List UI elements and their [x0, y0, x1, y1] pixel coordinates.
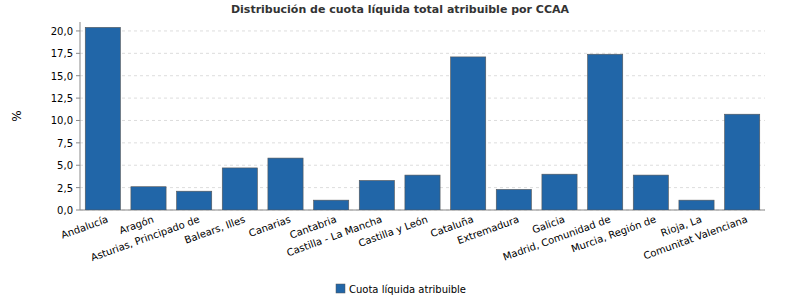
tick [76, 165, 80, 166]
tick-label: 17,5 [51, 48, 73, 59]
grid-line [80, 30, 765, 31]
legend-swatch [336, 284, 345, 293]
category-label: Comunitat Valenciana [642, 214, 749, 262]
category-label: Balears, Illes [183, 214, 247, 246]
grid-line [80, 120, 765, 121]
bar [359, 180, 394, 210]
category-label: Castilla y León [357, 214, 429, 249]
bars [85, 27, 759, 210]
legend-label: Cuota líquida atribuible [349, 284, 466, 295]
bar [588, 54, 623, 210]
tick [76, 53, 80, 54]
bar [496, 189, 531, 210]
tick [76, 142, 80, 143]
tick [76, 210, 80, 211]
grid-line [80, 98, 765, 99]
tick-label: 5,0 [57, 160, 73, 171]
tick-label: 12,5 [51, 93, 73, 104]
bar [177, 191, 212, 210]
category-label: Murcia, Región de [570, 214, 658, 255]
grid-line [80, 53, 765, 54]
tick-label: 10,0 [51, 115, 73, 126]
tick [76, 187, 80, 188]
tick-label: 2,5 [57, 183, 73, 194]
bar [268, 158, 303, 210]
bar [222, 168, 257, 210]
y-axis [80, 22, 81, 210]
tick-label: 7,5 [57, 138, 73, 149]
category-label: Andalucía [60, 214, 110, 241]
bar [131, 187, 166, 210]
bar [85, 27, 120, 210]
tick-label: 0,0 [57, 205, 73, 216]
bar [633, 175, 668, 210]
category-label: Extremadura [456, 214, 521, 247]
tick [76, 75, 80, 76]
tick-label: 15,0 [51, 71, 73, 82]
bar [679, 200, 714, 210]
grid-line [80, 75, 765, 76]
y-axis-label: % [10, 110, 24, 121]
bar [451, 57, 486, 210]
bar [542, 174, 577, 210]
tick [76, 30, 80, 31]
grid-line [80, 165, 765, 166]
bar [314, 200, 349, 210]
bar [725, 114, 760, 210]
grid-line [80, 142, 765, 143]
tick [76, 120, 80, 121]
tick-label: 20,0 [51, 26, 73, 37]
bar [405, 175, 440, 210]
tick [76, 98, 80, 99]
title: Distribución de cuota líquida total atri… [231, 3, 570, 16]
chart: Distribución de cuota líquida total atri… [0, 0, 800, 300]
category-label: Canarias [247, 214, 292, 239]
